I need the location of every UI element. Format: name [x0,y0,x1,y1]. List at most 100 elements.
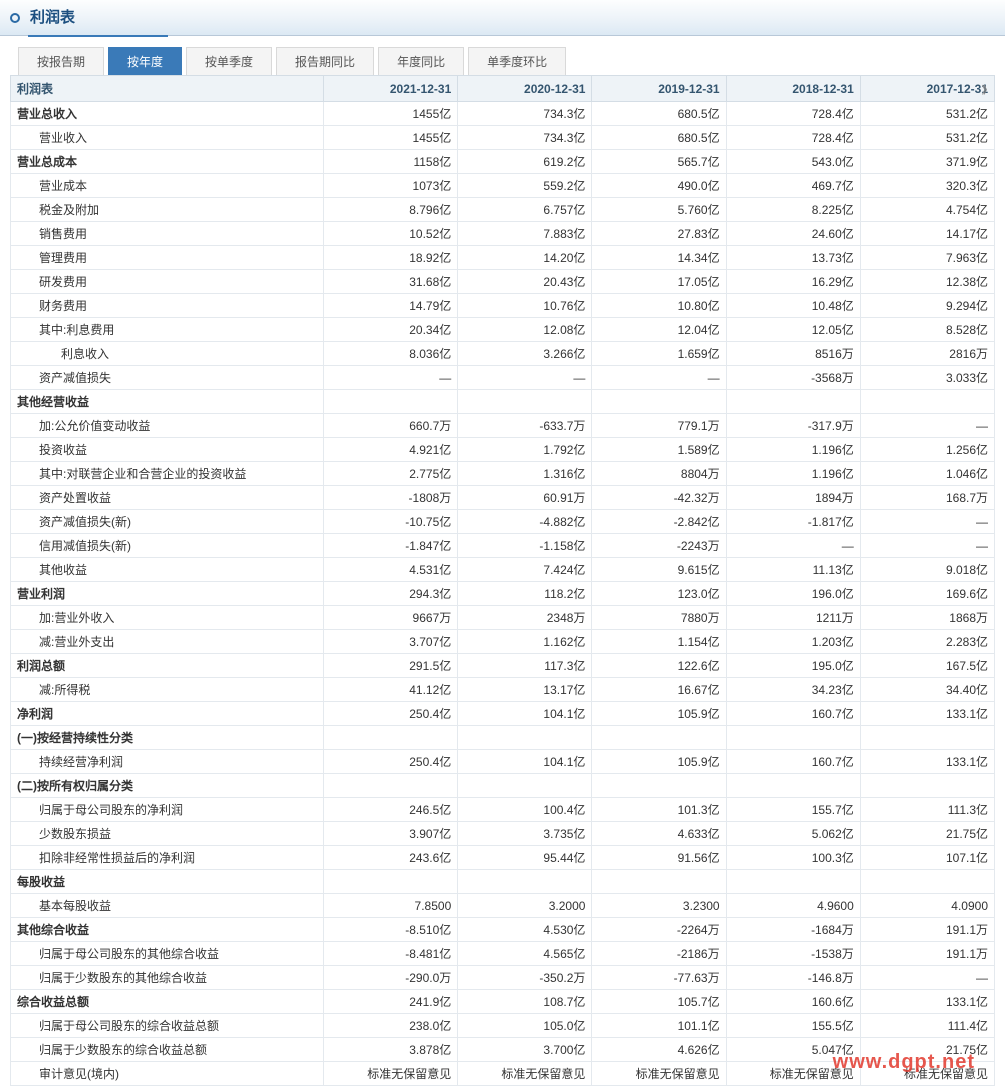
data-cell: 10.80亿 [592,294,726,318]
data-cell: 133.1亿 [860,990,994,1014]
row-label: 营业利润 [11,582,324,606]
data-cell: -146.8万 [726,966,860,990]
table-row: 减:营业外支出3.707亿1.162亿1.154亿1.203亿2.283亿 [11,630,995,654]
tab-3[interactable]: 报告期同比 [276,47,374,75]
row-label: 投资收益 [11,438,324,462]
data-cell: 34.23亿 [726,678,860,702]
table-row: 加:营业外收入9667万2348万7880万1211万1868万 [11,606,995,630]
data-cell [324,774,458,798]
income-statement-table: 利润表2021-12-312020-12-312019-12-312018-12… [10,75,995,1086]
data-cell: 241.9亿 [324,990,458,1014]
row-label: 其他综合收益 [11,918,324,942]
scroll-right-icon[interactable]: 》 [982,81,992,96]
table-row: 资产减值损失(新)-10.75亿-4.882亿-2.842亿-1.817亿— [11,510,995,534]
row-label: 综合收益总额 [11,990,324,1014]
data-cell: — [324,366,458,390]
data-cell: 133.1亿 [860,702,994,726]
data-cell: 5.062亿 [726,822,860,846]
data-cell: 9.018亿 [860,558,994,582]
row-label: 利息收入 [11,342,324,366]
row-label: 归属于少数股东的综合收益总额 [11,1038,324,1062]
row-label: 少数股东损益 [11,822,324,846]
header-cell-1: 2020-12-31 [458,76,592,102]
data-cell: 100.3亿 [726,846,860,870]
data-cell: -2243万 [592,534,726,558]
row-label: 营业成本 [11,174,324,198]
data-cell [324,390,458,414]
data-cell: -77.63万 [592,966,726,990]
data-cell: 3.266亿 [458,342,592,366]
table-row: 归属于少数股东的综合收益总额3.878亿3.700亿4.626亿5.047亿21… [11,1038,995,1062]
data-cell: 3.907亿 [324,822,458,846]
data-cell: 250.4亿 [324,702,458,726]
data-cell: -10.75亿 [324,510,458,534]
data-cell: 11.13亿 [726,558,860,582]
row-label: 归属于母公司股东的其他综合收益 [11,942,324,966]
data-cell [592,726,726,750]
data-cell: 4.921亿 [324,438,458,462]
data-cell: -2186万 [592,942,726,966]
data-cell: 7.883亿 [458,222,592,246]
table-row: 审计意见(境内)标准无保留意见标准无保留意见标准无保留意见标准无保留意见标准无保… [11,1062,995,1086]
table-row: 营业收入1455亿734.3亿680.5亿728.4亿531.2亿 [11,126,995,150]
tab-1[interactable]: 按年度 [108,47,182,75]
data-cell: 标准无保留意见 [860,1062,994,1086]
row-label: 加:营业外收入 [11,606,324,630]
data-cell: 104.1亿 [458,702,592,726]
table-body: 营业总收入1455亿734.3亿680.5亿728.4亿531.2亿营业收入14… [11,102,995,1086]
data-cell: -2264万 [592,918,726,942]
tab-0[interactable]: 按报告期 [18,47,104,75]
data-cell: 4.9600 [726,894,860,918]
data-cell: 5.760亿 [592,198,726,222]
data-cell: 105.9亿 [592,750,726,774]
row-label: 每股收益 [11,870,324,894]
data-cell: 320.3亿 [860,174,994,198]
data-cell: 31.68亿 [324,270,458,294]
row-label: 税金及附加 [11,198,324,222]
table-row: 营业总成本1158亿619.2亿565.7亿543.0亿371.9亿 [11,150,995,174]
table-row: 销售费用10.52亿7.883亿27.83亿24.60亿14.17亿 [11,222,995,246]
data-cell: -42.32万 [592,486,726,510]
data-cell [860,390,994,414]
data-cell: 728.4亿 [726,126,860,150]
data-cell: 21.75亿 [860,822,994,846]
data-cell: 1.162亿 [458,630,592,654]
tab-4[interactable]: 年度同比 [378,47,464,75]
data-cell: — [860,534,994,558]
data-cell: 104.1亿 [458,750,592,774]
data-cell: 17.05亿 [592,270,726,294]
data-cell: 243.6亿 [324,846,458,870]
table-row: 资产减值损失———-3568万3.033亿 [11,366,995,390]
tab-5[interactable]: 单季度环比 [468,47,566,75]
table-row: (一)按经营持续性分类 [11,726,995,750]
header-cell-4: 2017-12-31》 [860,76,994,102]
data-cell: 101.3亿 [592,798,726,822]
data-cell: 1.196亿 [726,438,860,462]
row-label: 利润总额 [11,654,324,678]
table-row: 归属于母公司股东的综合收益总额238.0亿105.0亿101.1亿155.5亿1… [11,1014,995,1038]
table-row: (二)按所有权归属分类 [11,774,995,798]
row-label: 减:所得税 [11,678,324,702]
data-cell: 8.036亿 [324,342,458,366]
data-cell: 531.2亿 [860,126,994,150]
data-cell: 1158亿 [324,150,458,174]
table-row: 其他综合收益-8.510亿4.530亿-2264万-1684万191.1万 [11,918,995,942]
row-label: 净利润 [11,702,324,726]
data-cell: — [726,534,860,558]
table-row: 综合收益总额241.9亿108.7亿105.7亿160.6亿133.1亿 [11,990,995,1014]
data-cell: 41.12亿 [324,678,458,702]
table-row: 归属于少数股东的其他综合收益-290.0万-350.2万-77.63万-146.… [11,966,995,990]
data-cell: 14.20亿 [458,246,592,270]
tab-2[interactable]: 按单季度 [186,47,272,75]
page-header: 利润表 [0,0,1005,36]
row-label: 扣除非经常性损益后的净利润 [11,846,324,870]
row-label: 营业总成本 [11,150,324,174]
row-label: 其他经营收益 [11,390,324,414]
data-cell: 27.83亿 [592,222,726,246]
data-cell: 8.796亿 [324,198,458,222]
data-cell: 559.2亿 [458,174,592,198]
data-cell: 2816万 [860,342,994,366]
table-header-row: 利润表2021-12-312020-12-312019-12-312018-12… [11,76,995,102]
table-row: 投资收益4.921亿1.792亿1.589亿1.196亿1.256亿 [11,438,995,462]
data-cell: 123.0亿 [592,582,726,606]
